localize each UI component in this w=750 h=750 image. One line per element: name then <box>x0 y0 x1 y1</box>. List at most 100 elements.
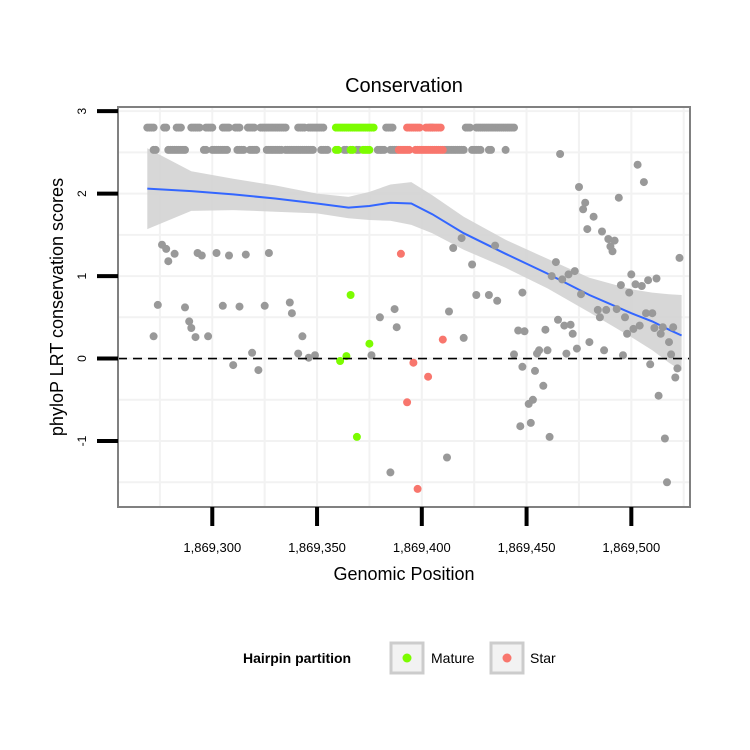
point-other <box>212 249 221 257</box>
y-tick-label: 1 <box>75 272 89 279</box>
point-other <box>260 301 269 310</box>
point-other <box>225 123 233 132</box>
point-other <box>595 313 604 322</box>
point-other <box>633 160 642 169</box>
point-other <box>531 366 539 375</box>
point-other <box>501 145 510 154</box>
smooth-trend-line <box>147 187 683 337</box>
point-other <box>388 123 397 132</box>
point-other <box>197 251 206 260</box>
point-other <box>191 333 200 342</box>
point-other <box>248 348 257 357</box>
point-other <box>510 350 518 359</box>
point-other <box>581 198 590 207</box>
point-other <box>570 267 579 276</box>
point-star <box>405 145 414 154</box>
point-other <box>229 361 238 370</box>
point-other <box>650 324 659 332</box>
point-other <box>449 244 458 252</box>
y-tick-label: -1 <box>75 435 89 446</box>
point-other <box>637 282 646 290</box>
point-other <box>660 434 669 443</box>
point-other <box>170 249 179 258</box>
point-other <box>623 329 632 338</box>
point-other <box>308 145 317 154</box>
point-other <box>551 258 560 267</box>
point-mature <box>365 339 374 348</box>
point-other <box>153 300 162 309</box>
point-other <box>612 305 621 314</box>
point-other <box>610 236 619 245</box>
point-other <box>583 225 592 234</box>
point-other <box>554 315 562 324</box>
point-other <box>604 235 613 243</box>
point-other <box>631 280 640 289</box>
point-other <box>520 327 529 336</box>
point-star <box>438 335 447 344</box>
point-star <box>403 398 412 407</box>
point-star <box>436 123 445 132</box>
point-other <box>181 303 189 312</box>
point-other <box>252 145 261 154</box>
point-other <box>577 290 585 299</box>
point-other <box>390 305 399 314</box>
point-other <box>472 291 481 299</box>
point-other <box>386 468 395 477</box>
point-other <box>646 360 655 369</box>
point-other <box>208 123 217 132</box>
point-other <box>560 321 569 330</box>
point-other <box>493 296 502 305</box>
point-other <box>443 453 451 462</box>
point-mature <box>336 357 345 365</box>
point-other <box>202 145 210 154</box>
point-star <box>424 372 433 381</box>
point-other <box>250 123 259 132</box>
point-mature <box>346 291 355 299</box>
point-other <box>616 281 625 290</box>
point-other <box>602 305 611 314</box>
x-tick-label: 1,869,400 <box>393 540 451 555</box>
y-tick-label: 2 <box>75 190 89 197</box>
point-other <box>635 321 644 330</box>
legend-dot-mature <box>402 653 412 663</box>
x-tick-label: 1,869,450 <box>498 540 556 555</box>
point-other <box>476 145 485 154</box>
point-other <box>218 301 227 310</box>
point-other <box>564 270 573 279</box>
point-other <box>526 418 535 427</box>
points-layer <box>143 123 684 493</box>
point-star <box>438 145 447 154</box>
point-other <box>304 353 313 362</box>
point-other <box>468 260 477 269</box>
point-other <box>311 351 319 360</box>
point-other <box>287 309 296 318</box>
point-other <box>669 323 678 332</box>
point-other <box>625 288 634 297</box>
y-tick-label: 3 <box>75 107 89 114</box>
point-other <box>235 123 244 132</box>
point-other <box>598 227 606 236</box>
point-other <box>575 183 583 191</box>
point-other <box>667 350 676 359</box>
point-other <box>491 241 500 250</box>
point-other <box>619 351 627 360</box>
point-other <box>539 381 548 390</box>
point-other <box>185 317 194 326</box>
point-other <box>541 325 550 334</box>
point-star <box>409 358 418 367</box>
point-other <box>556 150 565 158</box>
point-other <box>223 145 231 154</box>
point-other <box>528 395 537 404</box>
point-mature <box>348 145 357 154</box>
point-mature <box>369 123 378 132</box>
smooth-line-layer <box>147 187 683 337</box>
legend-label-mature: Mature <box>431 650 475 666</box>
confidence-band-layer <box>147 148 682 371</box>
point-other <box>518 362 527 371</box>
point-other <box>648 309 657 318</box>
point-other <box>204 332 213 341</box>
point-other <box>600 346 609 355</box>
plot-border <box>117 106 691 508</box>
point-other <box>285 298 294 307</box>
